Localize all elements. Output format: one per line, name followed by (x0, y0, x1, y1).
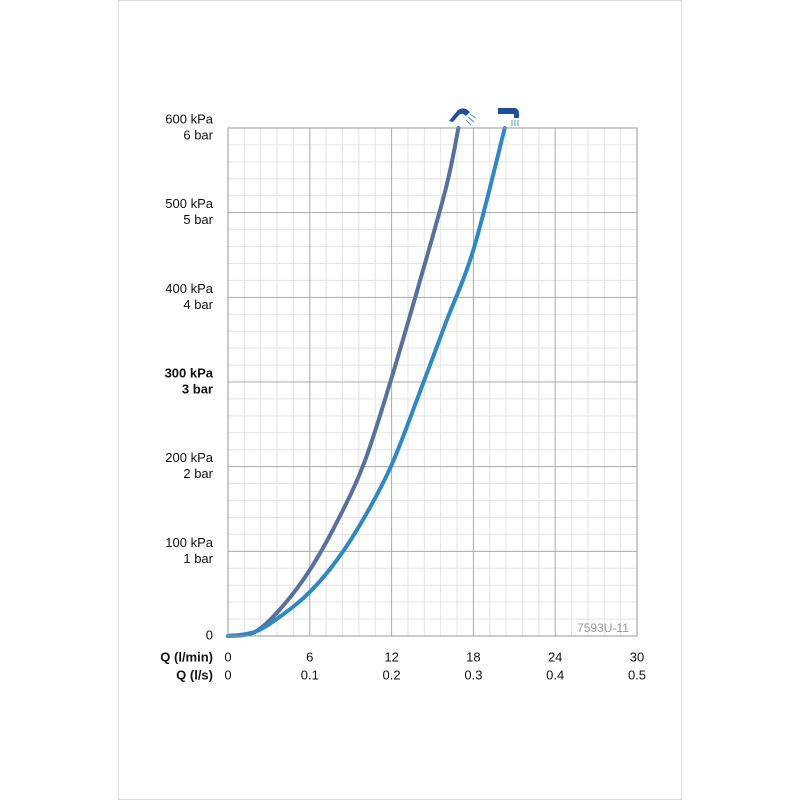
x2-tick-label: 0.1 (301, 667, 319, 682)
x-tick-label: 6 (306, 649, 313, 664)
bath-spout-icon (498, 108, 519, 126)
flow-curve (226, 126, 461, 638)
y2-tick-label: 3 bar (182, 381, 213, 396)
x2-axis-label: Q (l/s) (176, 667, 213, 682)
x-tick-label: 12 (384, 649, 398, 664)
y2-tick-label: 6 bar (183, 127, 213, 142)
x2-tick-label: 0.3 (464, 667, 482, 682)
y-tick-label: 400 kPa (165, 281, 213, 296)
plot-frame (227, 127, 638, 637)
x-tick-label: 0 (224, 649, 231, 664)
x2-tick-label: 0.5 (628, 667, 646, 682)
x-tick-label: 24 (548, 649, 562, 664)
x-tick-label: 18 (466, 649, 480, 664)
y-tick-label: 200 kPa (165, 450, 213, 465)
x2-tick-label: 0.2 (383, 667, 401, 682)
y-tick-label: 100 kPa (165, 535, 213, 550)
x-tick-label: 30 (630, 649, 644, 664)
y2-tick-label: 5 bar (183, 212, 213, 227)
x2-tick-label: 0.4 (546, 667, 564, 682)
curves (226, 126, 507, 638)
x2-tick-label: 0 (224, 667, 231, 682)
x-axis-label: Q (l/min) (160, 649, 213, 664)
y-tick-label: 300 kPa (165, 365, 214, 380)
shower-icon (449, 108, 477, 126)
y2-tick-label: 2 bar (183, 466, 213, 481)
watermark: 7593U-11 (577, 621, 629, 635)
y-tick-label: 0 (206, 627, 213, 642)
y-tick-label: 600 kPa (165, 111, 213, 126)
y2-tick-label: 4 bar (183, 297, 213, 312)
y-tick-label: 500 kPa (165, 196, 213, 211)
flow-curve (226, 126, 507, 638)
y2-tick-label: 1 bar (183, 551, 213, 566)
